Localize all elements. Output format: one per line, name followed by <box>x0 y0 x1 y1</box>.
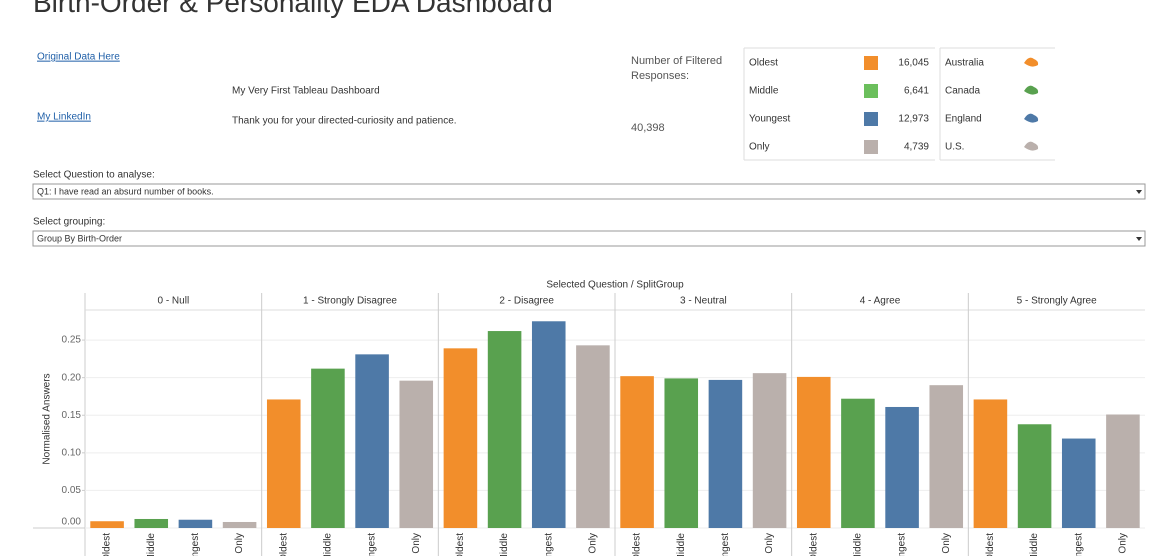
legend-label: Canada <box>945 86 980 97</box>
x-tick-label: Youngest <box>367 533 378 556</box>
legend-label: Oldest <box>749 58 778 69</box>
bar <box>134 518 169 528</box>
bar <box>841 398 875 528</box>
bar <box>664 378 699 528</box>
x-tick-label: Middle <box>676 533 687 556</box>
x-tick-label: Only <box>411 533 422 554</box>
bar <box>178 519 213 528</box>
dashboard-title: Birth-Order & Personality EDA Dashboard <box>33 0 553 18</box>
note: Thank you for your directed-curiosity an… <box>232 116 457 127</box>
legend-count: 4,739 <box>904 142 929 153</box>
y-tick-label: 0.20 <box>62 372 82 383</box>
filter-label: Select Question to analyse: <box>33 170 155 181</box>
y-tick-label: 0.05 <box>62 485 82 496</box>
x-tick-label: Middle <box>1029 533 1040 556</box>
legend-swatch <box>864 112 878 126</box>
country-icon <box>1024 141 1039 151</box>
bar <box>973 399 1008 528</box>
bar <box>752 373 787 528</box>
x-tick-label: Oldest <box>632 533 643 556</box>
filter-label: Select grouping: <box>33 217 105 228</box>
x-tick-label: Middle <box>146 533 157 556</box>
legend-label: England <box>945 114 982 125</box>
x-tick-label: Youngest <box>720 533 731 556</box>
dropdown[interactable] <box>32 230 1146 247</box>
legend-label: Middle <box>749 86 779 97</box>
bar <box>796 376 831 528</box>
x-tick-label: Only <box>234 533 245 554</box>
bar <box>399 380 434 528</box>
y-axis-title: Normalised Answers <box>42 373 53 464</box>
dropdown-arrow[interactable] <box>1136 237 1142 241</box>
bar <box>885 406 919 528</box>
x-tick-label: Youngest <box>1073 533 1084 556</box>
legend-count: 16,045 <box>898 58 929 69</box>
x-tick-label: Middle <box>853 533 864 556</box>
y-tick-label: 0.25 <box>62 335 82 346</box>
legend-label: Only <box>749 142 770 153</box>
bar <box>620 376 654 528</box>
y-tick-label: 0.10 <box>62 447 82 458</box>
bar <box>487 331 522 528</box>
x-tick-label: Youngest <box>190 533 201 556</box>
dropdown-arrow[interactable] <box>1136 190 1142 194</box>
bar <box>708 379 743 528</box>
country-icon <box>1024 57 1039 67</box>
facet-label: 0 - Null <box>157 296 189 307</box>
bar <box>311 368 345 528</box>
chart-title: Selected Question / SplitGroup <box>546 280 684 291</box>
dropdown-value[interactable]: Group By Birth-Order <box>37 233 122 243</box>
bar <box>1017 424 1052 528</box>
dropdown[interactable] <box>32 183 1146 200</box>
bar <box>1061 438 1096 528</box>
legend-swatch <box>864 84 878 98</box>
legend-swatch <box>864 140 878 154</box>
x-tick-label: Middle <box>499 533 510 556</box>
x-tick-label: Oldest <box>455 533 466 556</box>
note: My Very First Tableau Dashboard <box>232 86 380 97</box>
bar <box>355 354 389 528</box>
bar <box>266 399 301 528</box>
x-tick-label: Youngest <box>897 533 908 556</box>
x-tick-label: Only <box>1118 533 1129 554</box>
facet-label: 4 - Agree <box>860 296 901 307</box>
bar <box>90 521 124 528</box>
link[interactable]: My LinkedIn <box>37 112 91 123</box>
legend-count: 6,641 <box>904 86 929 97</box>
country-icon <box>1024 85 1039 95</box>
link[interactable]: Original Data Here <box>37 52 120 63</box>
bar <box>443 348 478 528</box>
legend-label: Youngest <box>749 114 791 125</box>
x-tick-label: Only <box>588 533 599 554</box>
facet-label: 5 - Strongly Agree <box>1017 296 1097 307</box>
facet-label: 2 - Disagree <box>499 296 554 307</box>
legend-swatch <box>864 56 878 70</box>
bar <box>929 385 964 528</box>
legend-count: 12,973 <box>898 114 929 125</box>
x-tick-label: Oldest <box>985 533 996 556</box>
x-tick-label: Only <box>764 533 775 554</box>
y-tick-label: 0.15 <box>62 410 82 421</box>
facet-label: 3 - Neutral <box>680 296 727 307</box>
bar <box>222 521 257 528</box>
bar <box>576 345 610 528</box>
responses-label: Number of Filtered Responses: <box>631 55 722 82</box>
facet-label: 1 - Strongly Disagree <box>303 296 397 307</box>
x-tick-label: Oldest <box>278 533 289 556</box>
x-tick-label: Oldest <box>102 533 113 556</box>
x-tick-label: Only <box>941 533 952 554</box>
legend-label: Australia <box>945 58 984 69</box>
country-icon <box>1024 113 1039 123</box>
responses-value: 40,398 <box>631 122 665 134</box>
bar <box>531 321 566 528</box>
dropdown-value[interactable]: Q1: I have read an absurd number of book… <box>37 186 214 196</box>
x-tick-label: Youngest <box>543 533 554 556</box>
x-tick-label: Middle <box>323 533 334 556</box>
y-tick-label: 0.00 <box>62 517 82 528</box>
x-tick-label: Oldest <box>808 533 819 556</box>
legend-label: U.S. <box>945 142 964 153</box>
bar <box>1106 414 1140 528</box>
